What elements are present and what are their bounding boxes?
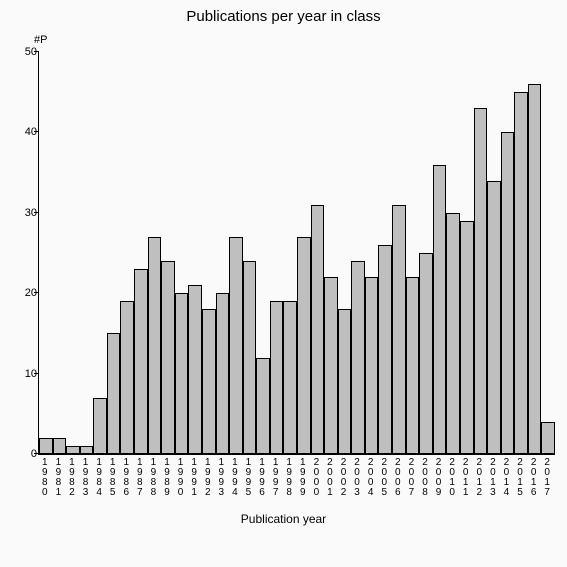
x-ticks: 1 9 8 01 9 8 11 9 8 21 9 8 31 9 8 41 9 8… [38, 458, 554, 498]
x-tick-label: 1 9 8 9 [160, 458, 174, 498]
x-tick-label: 2 0 1 2 [473, 458, 487, 498]
x-tick-label: 2 0 0 7 [405, 458, 419, 498]
bar [216, 293, 230, 454]
x-tick-label: 1 9 9 1 [187, 458, 201, 498]
x-axis-label: Publication year [0, 512, 567, 526]
bar [256, 358, 270, 454]
bar [188, 285, 202, 454]
x-tick-label: 2 0 0 4 [364, 458, 378, 498]
bar [53, 438, 67, 454]
y-tick-label: 0 [31, 448, 37, 460]
y-tick-mark [34, 292, 39, 293]
bar [283, 301, 297, 454]
x-tick-label: 2 0 1 3 [486, 458, 500, 498]
plot-area: 01020304050 [38, 52, 555, 455]
bar [80, 446, 94, 454]
bar [351, 261, 365, 454]
x-tick-label: 2 0 1 6 [527, 458, 541, 498]
bar [419, 253, 433, 454]
x-tick-label: 1 9 8 2 [65, 458, 79, 498]
x-tick-label: 1 9 8 5 [106, 458, 120, 498]
bar [120, 301, 134, 454]
x-tick-label: 2 0 1 1 [459, 458, 473, 498]
x-tick-label: 2 0 0 9 [432, 458, 446, 498]
y-tick-mark [34, 131, 39, 132]
bar [365, 277, 379, 454]
chart-title: Publications per year in class [0, 8, 567, 25]
y-axis-label: #P [34, 34, 47, 46]
x-tick-label: 2 0 0 1 [323, 458, 337, 498]
y-tick-label: 40 [25, 126, 37, 138]
x-tick-label: 1 9 9 4 [228, 458, 242, 498]
y-tick-mark [34, 453, 39, 454]
x-tick-label: 2 0 0 3 [350, 458, 364, 498]
y-tick-label: 50 [25, 46, 37, 58]
x-tick-label: 1 9 8 8 [147, 458, 161, 498]
x-tick-label: 1 9 9 2 [201, 458, 215, 498]
x-tick-label: 2 0 0 5 [377, 458, 391, 498]
bar [161, 261, 175, 454]
x-tick-label: 2 0 0 6 [391, 458, 405, 498]
y-tick-label: 10 [25, 368, 37, 380]
x-tick-label: 1 9 8 4 [92, 458, 106, 498]
x-tick-label: 1 9 8 6 [119, 458, 133, 498]
y-tick-label: 20 [25, 287, 37, 299]
bar [474, 108, 488, 454]
bar [378, 245, 392, 454]
x-tick-label: 2 0 0 8 [418, 458, 432, 498]
bar [311, 205, 325, 454]
bar [514, 92, 528, 454]
bar [148, 237, 162, 454]
x-tick-label: 1 9 9 8 [282, 458, 296, 498]
bar [406, 277, 420, 454]
x-tick-label: 2 0 0 2 [337, 458, 351, 498]
x-tick-label: 2 0 0 0 [310, 458, 324, 498]
x-tick-label: 2 0 1 0 [445, 458, 459, 498]
x-tick-label: 2 0 1 5 [513, 458, 527, 498]
bar [528, 84, 542, 454]
x-tick-label: 1 9 8 7 [133, 458, 147, 498]
bar [392, 205, 406, 454]
bar [338, 309, 352, 454]
bar [202, 309, 216, 454]
bar [39, 438, 53, 454]
bar [460, 221, 474, 454]
y-tick-mark [34, 212, 39, 213]
bars-container [39, 52, 555, 454]
bar [243, 261, 257, 454]
x-tick-label: 2 0 1 4 [500, 458, 514, 498]
bar [66, 446, 80, 454]
x-tick-label: 1 9 9 9 [296, 458, 310, 498]
x-tick-label: 1 9 9 7 [269, 458, 283, 498]
chart-stage: Publications per year in class #P 010203… [0, 0, 567, 567]
bar [324, 277, 338, 454]
x-tick-label: 1 9 9 0 [174, 458, 188, 498]
bar [229, 237, 243, 454]
x-tick-label: 1 9 8 1 [52, 458, 66, 498]
bar [433, 165, 447, 454]
y-tick-label: 30 [25, 207, 37, 219]
bar [134, 269, 148, 454]
x-tick-label: 1 9 9 6 [255, 458, 269, 498]
x-tick-label: 1 9 9 3 [215, 458, 229, 498]
bar [446, 213, 460, 454]
bar [175, 293, 189, 454]
y-tick-mark [34, 51, 39, 52]
x-tick-label: 2 0 1 7 [540, 458, 554, 498]
x-tick-label: 1 9 8 0 [38, 458, 52, 498]
bar [270, 301, 284, 454]
bar [541, 422, 555, 454]
x-tick-label: 1 9 9 5 [242, 458, 256, 498]
x-tick-label: 1 9 8 3 [79, 458, 93, 498]
bar [93, 398, 107, 454]
y-tick-mark [34, 373, 39, 374]
bar [107, 333, 121, 454]
bar [487, 181, 501, 454]
bar [501, 132, 515, 454]
bar [297, 237, 311, 454]
